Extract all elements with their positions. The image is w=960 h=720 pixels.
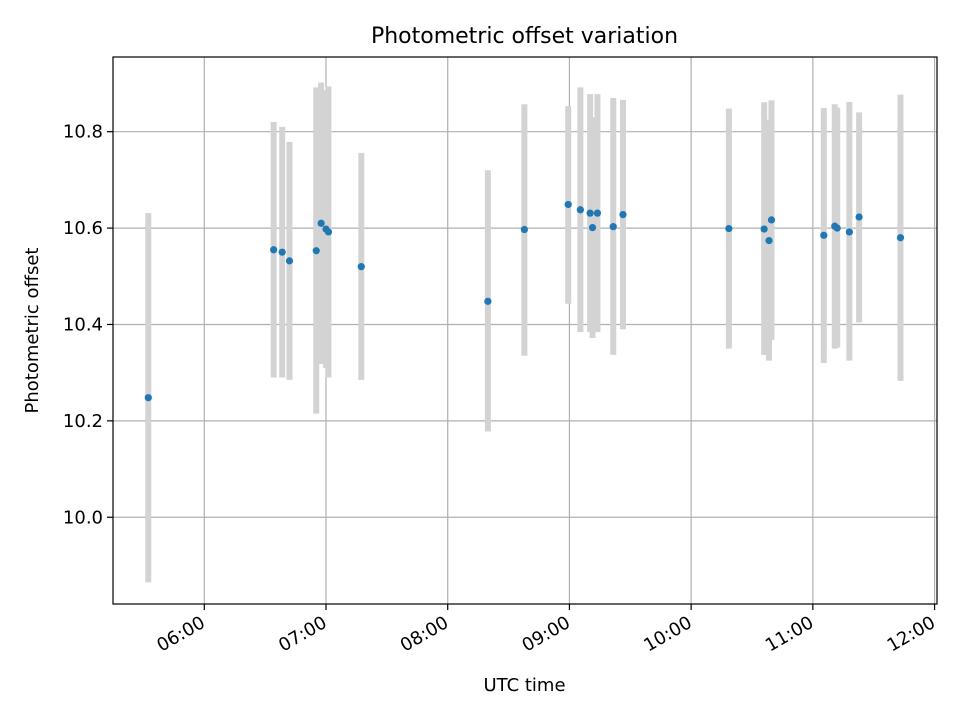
data-point [855, 213, 863, 221]
data-points [144, 200, 905, 402]
data-point [833, 224, 841, 232]
y-tick-label: 10.6 [63, 218, 103, 239]
data-point [144, 394, 152, 402]
data-point [270, 246, 278, 254]
x-axis-title: UTC time [483, 675, 565, 696]
data-point [357, 263, 365, 271]
data-point [760, 225, 768, 233]
chart-title: Photometric offset variation [371, 24, 678, 49]
data-point [765, 237, 773, 245]
data-point [820, 231, 828, 239]
data-point [324, 228, 333, 236]
data-point [278, 248, 286, 256]
data-point [312, 247, 320, 255]
data-point [576, 206, 584, 214]
data-point [317, 219, 325, 227]
data-point [896, 234, 905, 242]
y-axis-ticks: 10.0 10.2 10.4 10.6 10.8 [63, 122, 113, 528]
data-point [609, 223, 617, 231]
y-tick-label: 10.0 [63, 507, 103, 528]
data-point [484, 297, 492, 305]
data-point [725, 224, 733, 233]
data-point [588, 224, 597, 232]
y-tick-label: 10.8 [63, 122, 103, 143]
data-point [593, 209, 602, 217]
data-point [520, 225, 528, 234]
data-point [845, 228, 853, 236]
data-point [285, 257, 294, 265]
plot-frame [112, 56, 938, 605]
y-axis-title: Photometric offset [22, 248, 43, 414]
data-point [619, 210, 627, 219]
y-tick-label: 10.2 [63, 411, 103, 432]
y-tick-label: 10.4 [63, 314, 103, 335]
data-point [586, 209, 594, 217]
data-point [564, 200, 572, 209]
data-point [767, 216, 776, 224]
